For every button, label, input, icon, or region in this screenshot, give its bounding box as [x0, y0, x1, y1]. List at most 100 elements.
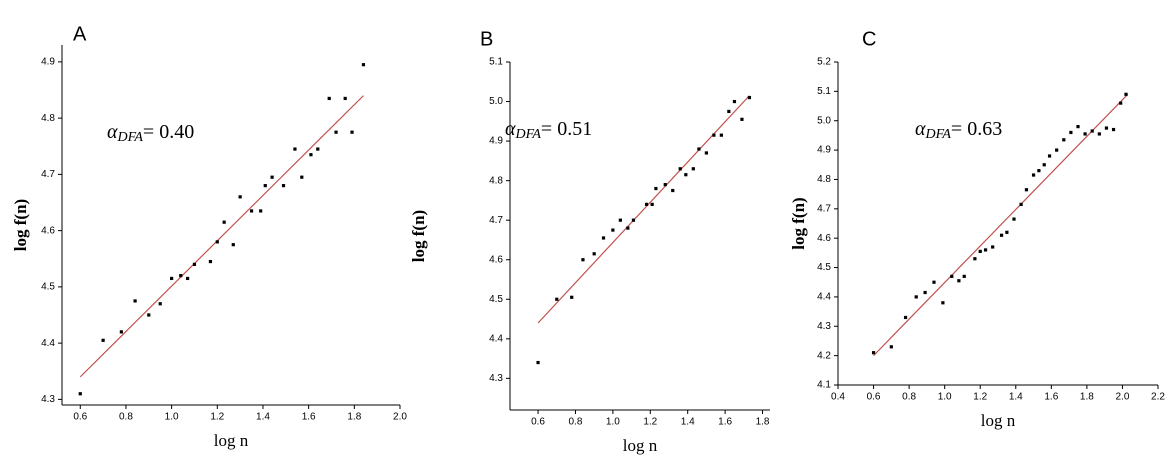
- point: [740, 117, 744, 121]
- y-axis-label: log f(n): [409, 210, 428, 262]
- y-tick-label: 4.1: [817, 380, 831, 391]
- y-tick-label: 4.8: [489, 175, 503, 186]
- point: [626, 226, 630, 230]
- x-axis-label: log n: [623, 436, 658, 455]
- point: [259, 209, 263, 213]
- point: [186, 276, 190, 281]
- y-tick-label: 4.7: [41, 169, 55, 180]
- y-tick-label: 4.7: [817, 203, 831, 214]
- y-axis-label: log f(n): [11, 199, 30, 251]
- y-tick-label: 4.3: [41, 394, 55, 405]
- panel: A 0.6 0.8 1.0 1.2 1.4 1.6 1.8 2.0 4.3 4.4 4.5 4.6 4.7…: [11, 23, 407, 450]
- point: [691, 167, 695, 171]
- alpha-subscript: DFA: [925, 127, 952, 142]
- point: [654, 186, 658, 191]
- point: [300, 175, 304, 179]
- y-tick-label: 4.4: [41, 338, 55, 349]
- x-tick-label: 1.0: [938, 392, 952, 403]
- point: [950, 274, 954, 278]
- point: [293, 147, 297, 151]
- point: [962, 274, 966, 278]
- point: [712, 133, 716, 137]
- point: [671, 188, 675, 193]
- point: [309, 153, 313, 157]
- x-tick-label: 1.0: [606, 417, 620, 428]
- point: [1119, 101, 1123, 105]
- y-tick-label: 4.9: [489, 136, 503, 147]
- point: [1083, 132, 1087, 136]
- y-tick-label: 4.7: [489, 215, 503, 226]
- x-tick-label: 1.8: [756, 417, 770, 428]
- point: [222, 220, 226, 224]
- point: [1031, 173, 1036, 177]
- panel-label: C: [862, 28, 876, 50]
- y-tick-label: 4.9: [817, 145, 831, 156]
- y-tick-label: 5.0: [489, 96, 503, 107]
- point: [536, 360, 540, 365]
- x-tick-label: 0.6: [531, 417, 545, 428]
- point: [1047, 154, 1052, 158]
- point: [747, 95, 752, 100]
- point: [663, 182, 667, 187]
- point: [78, 392, 82, 396]
- point: [316, 147, 320, 151]
- y-axis-label: log f(n): [789, 197, 808, 249]
- y-tick-label: 4.6: [489, 254, 503, 265]
- x-tick-label: 0.8: [569, 417, 583, 428]
- point: [147, 313, 151, 317]
- point: [119, 330, 123, 334]
- point: [1111, 127, 1116, 132]
- point: [192, 262, 197, 266]
- point: [238, 195, 242, 199]
- point: [1042, 163, 1046, 167]
- point: [581, 258, 585, 262]
- point: [932, 280, 936, 284]
- point: [1055, 148, 1059, 152]
- point: [719, 133, 723, 137]
- x-tick-label: 1.2: [973, 392, 987, 403]
- panel-label: A: [73, 23, 87, 45]
- x-tick-label: 1.2: [210, 412, 224, 423]
- point: [644, 202, 649, 206]
- fit-line: [537, 95, 750, 324]
- y-tick-label: 5.1: [489, 57, 503, 68]
- x-tick-label: 0.6: [867, 392, 881, 403]
- x-tick-label: 0.8: [902, 392, 916, 403]
- point: [650, 202, 654, 206]
- point: [133, 299, 137, 303]
- point: [1005, 230, 1009, 234]
- alpha-symbol: α: [505, 118, 516, 140]
- alpha-symbol: α: [915, 118, 926, 140]
- x-tick-label: 2.0: [1115, 392, 1129, 403]
- x-tick-label: 0.8: [119, 412, 133, 423]
- point: [1037, 169, 1041, 173]
- x-tick-label: 1.0: [165, 412, 179, 423]
- point: [991, 245, 995, 249]
- point: [570, 295, 574, 299]
- x-tick-label: 0.6: [73, 412, 87, 423]
- point: [889, 345, 893, 349]
- x-tick-label: 2.2: [1151, 392, 1165, 403]
- alpha-value: = 0.40: [143, 121, 194, 143]
- y-tick-label: 4.5: [489, 294, 503, 305]
- y-tick-label: 5.0: [817, 115, 831, 126]
- point: [1012, 217, 1016, 221]
- y-tick-label: 4.5: [817, 262, 831, 273]
- point: [1062, 138, 1066, 142]
- point: [334, 130, 338, 134]
- annotation: αDFA= 0.40: [107, 121, 194, 146]
- point: [678, 167, 682, 171]
- point: [343, 96, 347, 101]
- point: [263, 184, 267, 188]
- alpha-subscript: DFA: [515, 127, 542, 142]
- point: [1024, 188, 1029, 192]
- point: [208, 259, 213, 264]
- x-tick-label: 1.6: [1044, 392, 1058, 403]
- point: [923, 290, 927, 295]
- point: [697, 147, 701, 151]
- point: [270, 175, 274, 179]
- point: [611, 228, 615, 232]
- x-tick-label: 0.4: [831, 392, 845, 403]
